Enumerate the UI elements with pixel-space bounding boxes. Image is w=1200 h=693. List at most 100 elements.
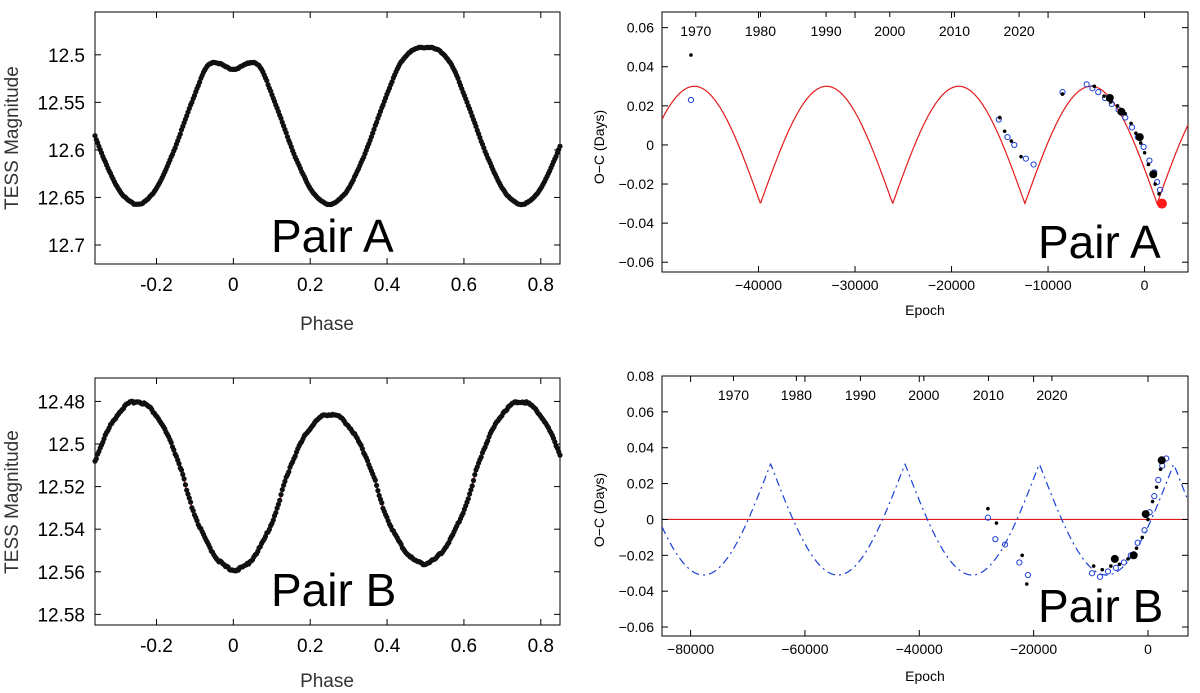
oc-b-black-point xyxy=(1140,535,1145,540)
lc-b-obs-point xyxy=(468,487,474,493)
lc-b-points-layer xyxy=(92,398,563,574)
lc-a-obs-point xyxy=(177,131,183,137)
oc-a-xlabel: Epoch xyxy=(905,302,945,318)
oc-a-ytick-label: 0.04 xyxy=(627,59,654,75)
lc-b-obs-point xyxy=(292,453,298,459)
lc-b-xtick-label: 0.4 xyxy=(374,636,401,657)
lc-b-obs-point xyxy=(279,487,285,493)
oc-b-big-black-point xyxy=(1110,554,1119,563)
oc-b-blue-point xyxy=(1104,568,1112,575)
oc-a-panel: −40000 −30000 −20000 −10000 0 0.06 0.04 0.02 0 −0… xyxy=(591,11,1189,318)
oc-b-ytick-label: −0.06 xyxy=(619,619,655,635)
lc-b-obs-point xyxy=(467,491,473,497)
oc-b-blue-point xyxy=(1112,564,1120,571)
oc-b-ytick-label: −0.02 xyxy=(619,547,655,563)
oc-b-ylabel: O−C (Days) xyxy=(591,473,607,547)
oc-a-blue-point xyxy=(1022,155,1029,162)
oc-a-xtick-label: −10000 xyxy=(1025,277,1072,293)
lc-b-obs-point xyxy=(171,447,177,453)
lc-b-obs-point xyxy=(176,461,182,467)
oc-b-ytick-label: 0.02 xyxy=(627,476,654,492)
lc-a-panel: -0.2 0 0.2 0.4 0.6 0.812.512.5512.612.6512.7 … xyxy=(2,11,563,335)
lc-b-obs-point xyxy=(277,497,283,503)
oc-a-black-point xyxy=(997,115,1002,120)
oc-a-ytick-label: −0.04 xyxy=(619,215,655,231)
oc-a-year-label: 2000 xyxy=(874,23,905,39)
lc-b-ytick-label: 12.58 xyxy=(37,605,85,626)
oc-a-ticks-layer: −40000 −30000 −20000 −10000 0 0.06 0.04 0.02 0 −0… xyxy=(619,12,1188,293)
oc-a-black-point xyxy=(1134,131,1138,136)
oc-a-black-point xyxy=(1153,182,1157,186)
oc-a-big-black-point xyxy=(1105,94,1114,103)
oc-b-blue-point xyxy=(984,514,991,521)
lc-b-obs-point xyxy=(181,476,187,482)
oc-a-big-black-point xyxy=(1117,107,1126,116)
lc-b-obs-point xyxy=(275,501,281,507)
oc-b-blue-point xyxy=(1001,541,1009,548)
lc-b-ytick-label: 12.48 xyxy=(37,392,85,413)
oc-a-black-point xyxy=(1092,84,1097,89)
oc-a-year-label: 1970 xyxy=(680,23,711,39)
lc-b-xtick-label: 0 xyxy=(228,636,239,657)
lc-b-obs-point xyxy=(184,487,190,493)
oc-b-xtick-label: 0 xyxy=(1144,641,1152,657)
lc-b-obs-point xyxy=(376,492,382,499)
oc-a-black-point xyxy=(1060,92,1065,96)
lc-b-ylabel: TESS Magnitude xyxy=(2,430,23,574)
oc-a-points-layer xyxy=(687,53,1167,209)
oc-b-ytick-label: 0 xyxy=(646,511,654,527)
lc-b-obs-point xyxy=(485,438,491,444)
oc-b-blue-point xyxy=(1141,527,1148,534)
oc-a-xtick-label: −20000 xyxy=(928,277,975,293)
oc-a-ytick-label: −0.06 xyxy=(619,254,655,270)
oc-b-black-point xyxy=(1117,562,1122,567)
lc-a-points-layer xyxy=(92,44,563,208)
lc-b-ytick-label: 12.52 xyxy=(37,478,85,499)
lc-a-obs-point xyxy=(371,126,377,132)
oc-a-big-black-point xyxy=(1135,133,1144,142)
oc-a-black-point xyxy=(1009,139,1014,143)
oc-b-axes-box xyxy=(661,375,1189,637)
lc-b-obs-point xyxy=(182,482,188,488)
lc-b-xtick-label: 0.6 xyxy=(451,636,477,657)
lc-a-obs-point xyxy=(264,78,270,84)
lc-b-obs-point xyxy=(93,456,99,462)
lc-b-ticks-layer: -0.2 0 0.2 0.4 0.6 0.8 12.48 12.5 12.52 12.54 12.5… xyxy=(37,378,560,657)
oc-b-ytick-label: −0.04 xyxy=(619,583,655,599)
lc-b-xtick-label: -0.2 xyxy=(140,636,173,657)
oc-b-xtick-label: −80000 xyxy=(667,641,714,657)
oc-b-xtick-label: −40000 xyxy=(896,641,943,657)
oc-a-black-point xyxy=(689,53,693,57)
lc-b-obs-point xyxy=(194,518,200,524)
oc-b-xtick-label: −20000 xyxy=(1010,641,1057,657)
lc-b-panel: -0.2 0 0.2 0.4 0.6 0.8 12.48 12.5 12.52 12.54 12.5… xyxy=(2,377,563,692)
oc-a-black-point xyxy=(1157,192,1161,196)
lc-b-xtick-label: 0.2 xyxy=(297,636,323,657)
oc-b-blue-point xyxy=(1016,559,1023,566)
lc-b-obs-point xyxy=(168,439,174,446)
lc-a-xtick-label: 0.2 xyxy=(297,275,323,296)
lc-b-obs-point xyxy=(557,452,563,458)
oc-a-black-point xyxy=(1019,154,1023,159)
oc-a-blue-point xyxy=(1083,81,1090,88)
oc-b-black-point xyxy=(1146,517,1150,522)
oc-a-xtick-label: 0 xyxy=(1141,277,1149,293)
oc-a-ytick-label: 0.06 xyxy=(627,20,654,36)
lc-a-xtick-label: 0.8 xyxy=(528,275,554,296)
lc-a-ytick-label: 12.7 xyxy=(48,236,85,257)
oc-b-black-point xyxy=(1134,546,1139,550)
oc-b-big-black-point xyxy=(1129,551,1138,560)
oc-a-ltte-curve xyxy=(662,85,1188,206)
oc-a-blue-point xyxy=(1089,85,1096,92)
oc-a-blue-point xyxy=(687,96,695,104)
lc-a-xtick-label: 0.6 xyxy=(451,275,477,296)
lc-b-ytick-label: 12.56 xyxy=(37,563,85,584)
lc-b-obs-point xyxy=(180,471,186,478)
lc-a-ytick-label: 12.6 xyxy=(48,141,85,162)
oc-a-black-point xyxy=(1146,162,1151,167)
oc-b-black-point xyxy=(994,521,999,525)
oc-b-black-point xyxy=(1020,553,1024,558)
oc-a-black-point xyxy=(1002,129,1007,134)
lc-a-ticks-layer: -0.2 0 0.2 0.4 0.6 0.8 12.5 12.55 12.6 12.65 12.7 xyxy=(37,12,560,296)
lc-b-pair-label: Pair B xyxy=(271,564,396,616)
